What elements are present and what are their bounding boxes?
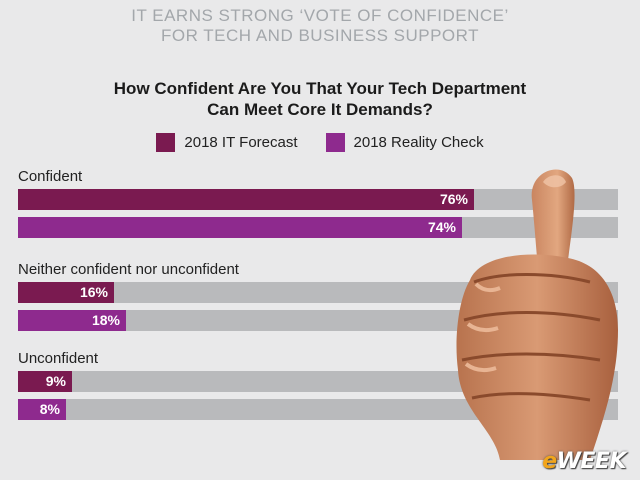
- legend-swatch-reality: [325, 133, 345, 152]
- bar-value-label: 74%: [428, 219, 457, 235]
- header-title-line2: FOR TECH AND BUSINESS SUPPORT: [160, 26, 480, 45]
- category-label: Confident: [18, 168, 83, 185]
- bar-reality: [18, 399, 66, 420]
- legend-label-forecast: 2018 IT Forecast: [184, 134, 298, 151]
- bar-value-label: 9%: [46, 373, 67, 389]
- thumbs-up-hand-image: [456, 169, 618, 460]
- bar-reality: [18, 217, 462, 238]
- legend-item-reality: 2018 Reality Check: [325, 133, 484, 152]
- bar-forecast: [18, 189, 474, 210]
- bar-track: [18, 399, 618, 420]
- category-label: Neither confident nor unconfident: [18, 261, 240, 278]
- header-title-line1: IT EARNS STRONG ‘VOTE OF CONFIDENCE’: [131, 6, 509, 25]
- bar-value-label: 16%: [80, 284, 109, 300]
- bar-value-label: 18%: [92, 312, 121, 328]
- eweek-logo: eWEEK: [542, 449, 626, 474]
- legend-item-forecast: 2018 IT Forecast: [156, 133, 298, 152]
- bar-value-label: 8%: [40, 401, 61, 417]
- category-label: Unconfident: [18, 350, 99, 367]
- legend: 2018 IT Forecast 2018 Reality Check: [0, 133, 640, 152]
- bar-value-label: 76%: [440, 191, 469, 207]
- bar-forecast: [18, 282, 114, 303]
- chart-title-line1: How Confident Are You That Your Tech Dep…: [113, 79, 527, 98]
- bar-forecast: [18, 371, 72, 392]
- chart-title-line2: Can Meet Core It Demands?: [207, 100, 433, 119]
- legend-swatch-forecast: [156, 133, 176, 152]
- bar-reality: [18, 310, 126, 331]
- header-title: IT EARNS STRONG ‘VOTE OF CONFIDENCE’ FOR…: [0, 6, 640, 46]
- legend-label-reality: 2018 Reality Check: [353, 134, 484, 151]
- chart-title: How Confident Are You That Your Tech Dep…: [0, 78, 640, 120]
